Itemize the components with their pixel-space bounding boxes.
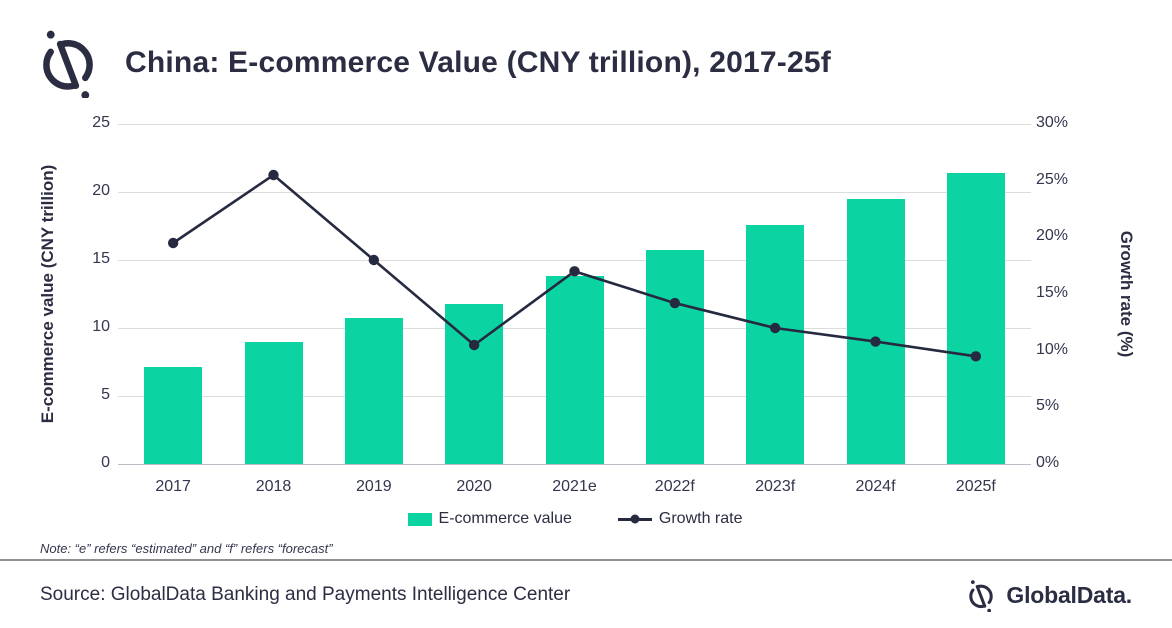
globaldata-brand: GlobalData. [964, 578, 1132, 612]
separator-line [0, 559, 1172, 561]
y-axis-tick-left: 25 [92, 114, 110, 131]
line-point [468, 339, 480, 351]
x-axis-tick-2022f: 2022f [654, 478, 695, 495]
x-axis-tick-2021e: 2021e [552, 478, 597, 495]
line-point [167, 237, 179, 249]
y-axis-tick-right: 0% [1036, 454, 1060, 471]
x-axis-tick-2025f: 2025f [955, 478, 996, 495]
y-axis-tick-right: 10% [1036, 340, 1069, 358]
chart-legend: E-commerce value Growth rate [0, 510, 1150, 528]
legend-item-ecommerce-value: E-commerce value [407, 510, 572, 528]
line-point [769, 322, 781, 334]
legend-label: Growth rate [658, 510, 743, 527]
legend-label: E-commerce value [438, 510, 572, 527]
legend-item-growth-rate: Growth rate [617, 510, 743, 528]
left-axis-title: E-commerce value (CNY trillion) [38, 164, 57, 424]
bar-2024f [846, 198, 905, 464]
gridline [118, 464, 1031, 465]
ecommerce-chart: E-commerce value (CNY trillion) Growth r… [38, 114, 1136, 495]
y-axis-tick-right: 25% [1036, 170, 1069, 188]
bar-swatch-icon [407, 512, 432, 526]
bar-2021e [545, 276, 604, 464]
y-axis-tick-right: 20% [1036, 227, 1069, 245]
line-point [268, 169, 279, 181]
gridline [118, 260, 1031, 261]
footnote: Note: “e” refers “estimated” and “f” ref… [40, 541, 333, 556]
y-axis-tick-left: 20 [92, 182, 110, 199]
x-axis-tick-2017: 2017 [155, 478, 191, 495]
bar-2018 [244, 341, 303, 464]
y-axis-tick-right: 30% [1036, 114, 1069, 131]
y-axis-tick-left: 5 [101, 386, 110, 403]
y-axis-tick-left: 15 [92, 250, 110, 267]
bar-2017 [144, 367, 203, 464]
gridline [118, 192, 1031, 193]
globaldata-logo-icon [43, 30, 93, 98]
x-axis-tick-2018: 2018 [255, 478, 292, 495]
page-title: China: E-commerce Value (CNY trillion), … [125, 46, 831, 79]
bar-2019 [344, 318, 403, 464]
brand-wordmark: GlobalData. [1006, 581, 1132, 608]
x-axis-tick-2023f: 2023f [755, 478, 796, 495]
line-point [870, 336, 881, 347]
gridline [118, 124, 1031, 125]
x-axis-tick-2019: 2019 [356, 478, 392, 495]
y-axis-tick-left: 0 [101, 454, 110, 471]
line-point [368, 254, 380, 266]
bar-2022f [645, 250, 704, 464]
x-axis-tick-2024f: 2024f [855, 478, 896, 495]
bar-2025f [946, 172, 1005, 464]
line-point [669, 297, 681, 309]
y-axis-tick-left: 10 [92, 318, 110, 335]
line-swatch-icon [617, 514, 652, 524]
y-axis-tick-right: 5% [1036, 397, 1060, 415]
line-point [569, 266, 580, 277]
x-axis-tick-2020: 2020 [456, 478, 492, 495]
y-axis-tick-right: 15% [1036, 284, 1069, 301]
globaldata-logo-icon [969, 580, 994, 612]
bar-2023f [746, 224, 805, 464]
right-axis-title: Growth rate (%) [1117, 230, 1136, 358]
source-text: Source: GlobalData Banking and Payments … [40, 584, 571, 605]
line-point [970, 351, 982, 362]
growth-rate-line [167, 169, 982, 362]
